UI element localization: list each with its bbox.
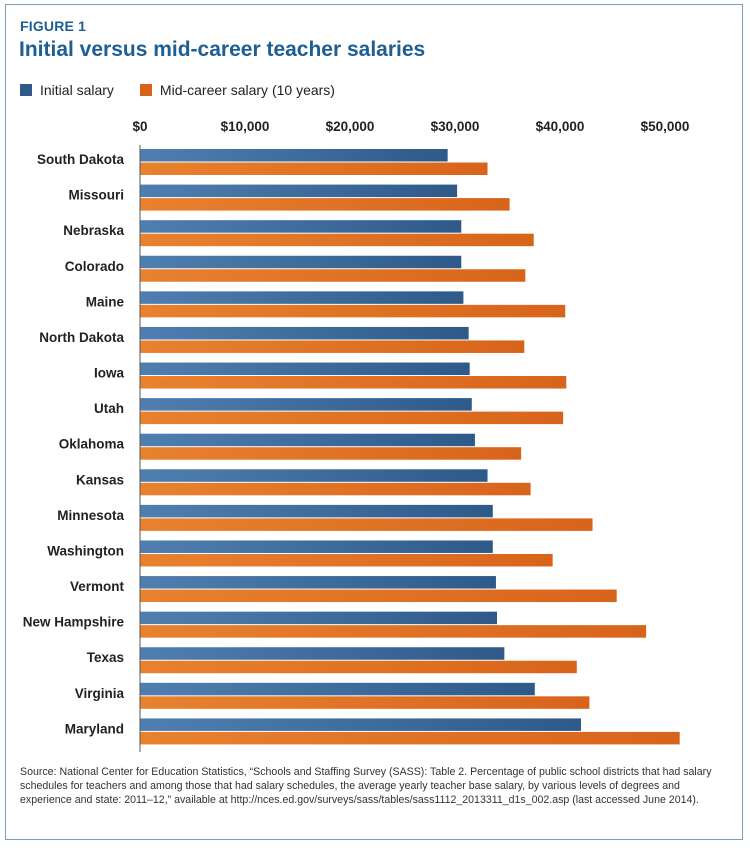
category-label: Texas — [87, 650, 124, 665]
legend-item-initial: Initial salary — [20, 82, 114, 98]
bar-initial-salary — [140, 469, 488, 482]
bar-mid-career-salary — [140, 340, 525, 353]
bar-initial-salary — [140, 647, 505, 660]
bar-mid-career-salary — [140, 304, 566, 318]
figure-label: FIGURE 1 — [20, 18, 87, 34]
x-tick-label: $40,000 — [536, 119, 585, 134]
bar-mid-career-salary — [140, 553, 553, 567]
bar-mid-career-salary — [140, 447, 522, 460]
x-tick-label: $0 — [132, 119, 147, 134]
x-tick-label: $50,000 — [641, 119, 690, 134]
source-note: Source: National Center for Education St… — [20, 766, 712, 806]
category-label: Maryland — [65, 721, 124, 736]
category-label: North Dakota — [39, 330, 124, 345]
bar-initial-salary — [140, 576, 496, 589]
category-label: Iowa — [94, 366, 124, 381]
category-label: Utah — [94, 401, 124, 416]
bar-initial-salary — [140, 718, 581, 731]
bar-mid-career-salary — [140, 376, 567, 389]
bar-initial-salary — [140, 682, 535, 696]
x-tick-label: $10,000 — [221, 119, 270, 134]
category-label: Virginia — [75, 686, 125, 701]
bar-mid-career-salary — [140, 269, 526, 282]
legend-swatch-mid — [139, 84, 152, 96]
bar-initial-salary — [140, 433, 475, 447]
bar-initial-salary — [140, 540, 493, 553]
bar-initial-salary — [140, 255, 462, 269]
category-label: Kansas — [76, 472, 124, 487]
category-label: Vermont — [70, 579, 125, 594]
category-label: New Hampshire — [23, 615, 125, 630]
category-label: Minnesota — [57, 508, 124, 523]
bar-mid-career-salary — [140, 696, 590, 709]
bar-mid-career-salary — [140, 162, 488, 175]
chart-legend: Initial salary Mid-career salary (10 yea… — [20, 80, 361, 100]
bar-mid-career-salary — [140, 625, 647, 638]
category-label: Nebraska — [63, 223, 124, 238]
bar-mid-career-salary — [140, 233, 534, 247]
x-tick-label: $30,000 — [431, 119, 480, 134]
bar-initial-salary — [140, 398, 472, 411]
legend-label-mid: Mid-career salary (10 years) — [159, 82, 335, 98]
x-tick-label: $20,000 — [326, 119, 375, 134]
category-label: Colorado — [65, 259, 124, 274]
bar-initial-salary — [140, 362, 470, 376]
bar-initial-salary — [140, 611, 497, 625]
bar-mid-career-salary — [140, 731, 680, 745]
bar-mid-career-salary — [140, 518, 593, 531]
legend-label-initial: Initial salary — [40, 82, 114, 98]
legend-swatch-initial — [20, 84, 32, 96]
bar-initial-salary — [140, 149, 448, 162]
bar-initial-salary — [140, 326, 469, 340]
category-label: Washington — [47, 543, 124, 558]
legend-item-mid: Mid-career salary (10 years) — [139, 82, 335, 98]
bar-initial-salary — [140, 291, 464, 304]
category-label: Maine — [86, 294, 125, 309]
bar-mid-career-salary — [140, 482, 531, 496]
category-label: South Dakota — [37, 152, 124, 167]
category-label: Oklahoma — [59, 437, 125, 452]
bar-mid-career-salary — [140, 411, 564, 425]
bar-mid-career-salary — [140, 589, 617, 603]
bar-initial-salary — [140, 220, 462, 233]
category-label: Missouri — [68, 188, 124, 203]
chart-title: Initial versus mid-career teacher salari… — [19, 38, 426, 61]
bar-mid-career-salary — [140, 198, 510, 211]
bar-initial-salary — [140, 184, 458, 198]
bar-mid-career-salary — [140, 660, 577, 674]
bar-initial-salary — [140, 504, 493, 518]
